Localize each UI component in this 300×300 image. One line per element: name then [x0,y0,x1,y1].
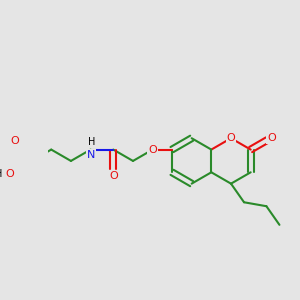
Text: O: O [109,171,118,181]
Text: O: O [148,145,157,154]
Text: N: N [86,150,95,160]
Text: H: H [0,169,2,179]
Text: O: O [267,133,276,143]
Text: O: O [11,136,20,146]
Text: O: O [5,169,14,179]
Text: O: O [226,133,236,143]
Text: H: H [88,137,95,147]
